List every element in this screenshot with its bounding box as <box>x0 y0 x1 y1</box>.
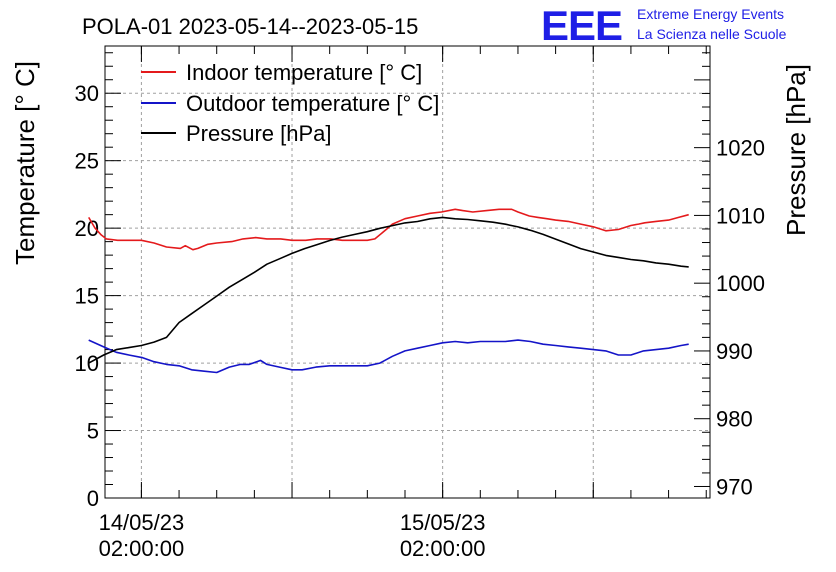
series-lines <box>88 208 689 374</box>
axis-ticks: 14/05/2302:00:0015/05/2302:00:0005101520… <box>75 46 765 561</box>
y2-tick-label: 1020 <box>716 136 765 161</box>
x-tick-label-time: 02:00:00 <box>400 536 486 561</box>
y-tick-label: 0 <box>87 486 99 511</box>
y-axis-title: Temperature [° C] <box>10 61 40 265</box>
legend-label-indoor: Indoor temperature [° C] <box>186 60 422 85</box>
y-tick-label: 15 <box>75 284 99 309</box>
outdoor-temperature-line <box>88 339 689 374</box>
y2-tick-label: 1010 <box>716 203 765 228</box>
y-tick-label: 25 <box>75 149 99 174</box>
brand-line-2: La Scienza nelle Scuole <box>637 26 787 42</box>
brand-line-1: Extreme Energy Events <box>637 6 784 22</box>
legend-label-pressure: Pressure [hPa] <box>186 121 332 146</box>
pressure-line <box>88 216 689 364</box>
y2-tick-label: 970 <box>716 474 753 499</box>
x-tick-label-time: 02:00:00 <box>99 536 185 561</box>
chart-title: POLA-01 2023-05-14--2023-05-15 <box>82 14 418 39</box>
indoor-temperature-line <box>88 208 689 251</box>
y2-tick-label: 980 <box>716 407 753 432</box>
legend: Indoor temperature [° C] Outdoor tempera… <box>141 60 439 146</box>
legend-label-outdoor: Outdoor temperature [° C] <box>186 91 439 116</box>
x-tick-label-date: 14/05/23 <box>99 510 185 535</box>
eee-logo: EEE <box>541 2 622 49</box>
grid <box>105 46 710 498</box>
y-tick-label: 30 <box>75 81 99 106</box>
y2-axis-title: Pressure [hPa] <box>781 64 811 236</box>
y2-tick-label: 990 <box>716 339 753 364</box>
y-tick-label: 10 <box>75 351 99 376</box>
plot-frame <box>104 45 711 499</box>
x-tick-label-date: 15/05/23 <box>400 510 486 535</box>
y-tick-label: 5 <box>87 419 99 444</box>
y2-tick-label: 1000 <box>716 271 765 296</box>
